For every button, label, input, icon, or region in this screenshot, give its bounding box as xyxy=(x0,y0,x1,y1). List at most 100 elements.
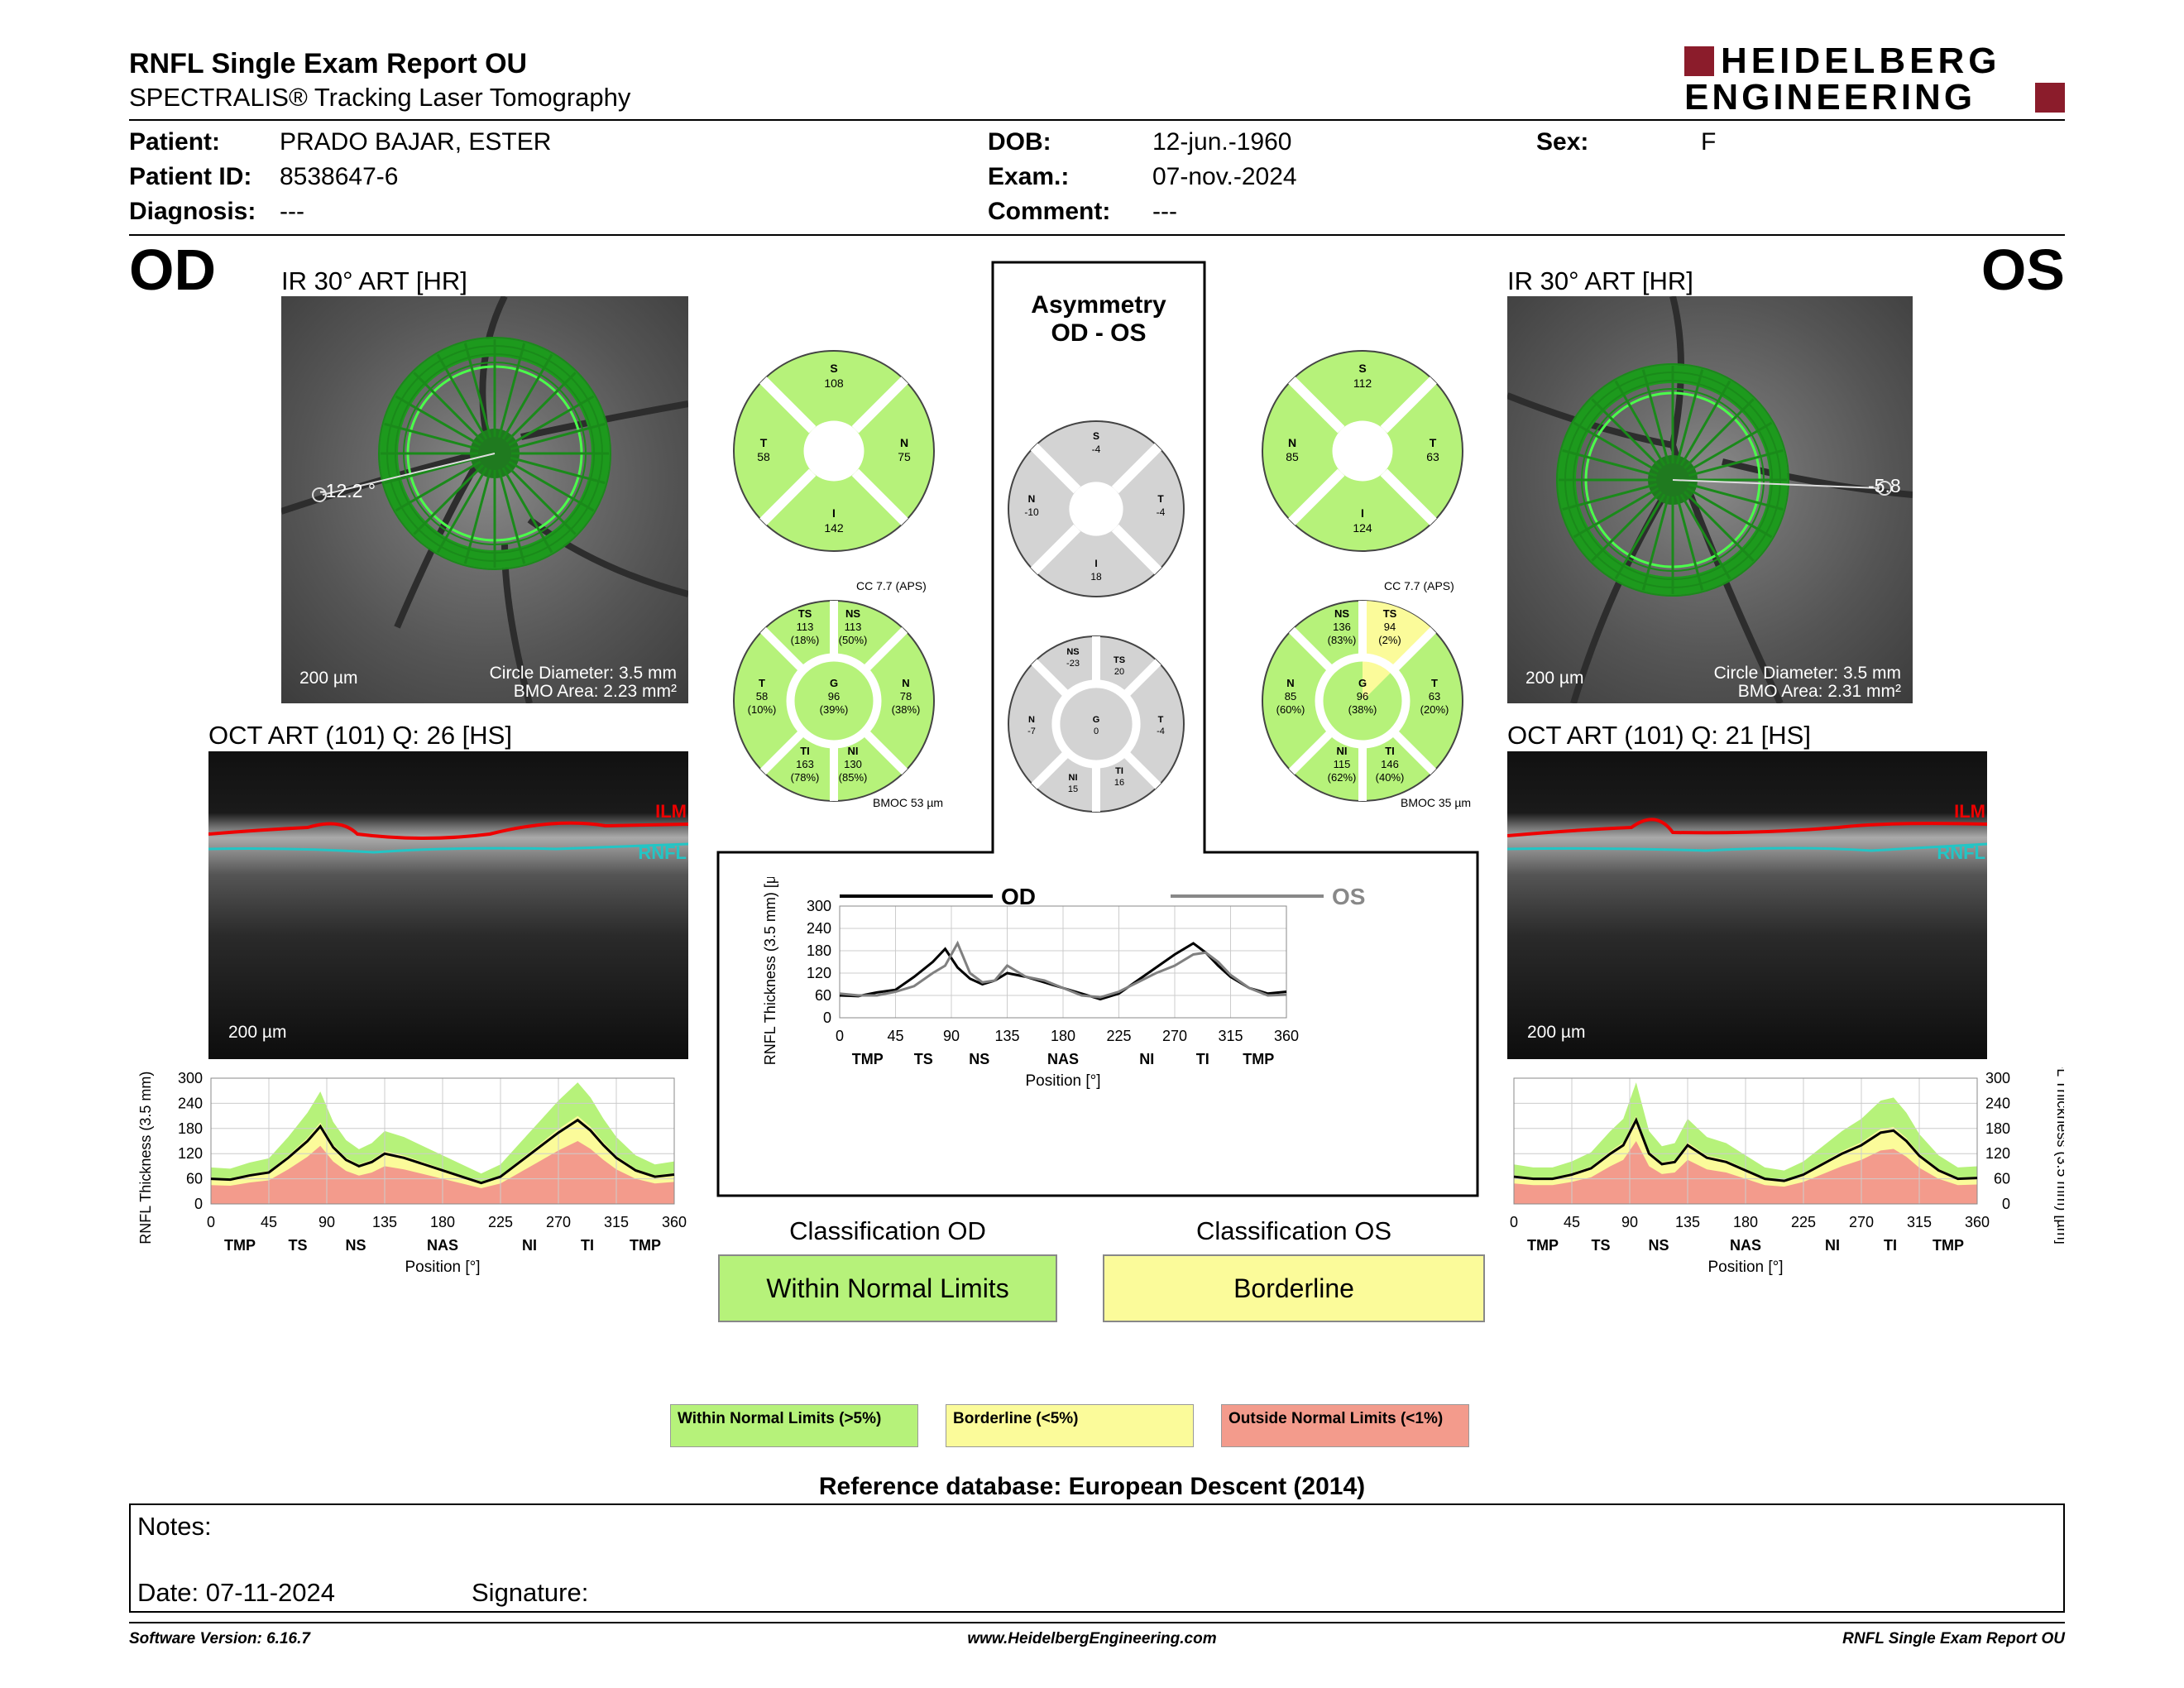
svg-text:78: 78 xyxy=(900,690,912,703)
scan-ring xyxy=(395,353,595,554)
scan-spoke xyxy=(1686,421,1773,473)
sector-label: TS xyxy=(914,1051,933,1067)
pie-divider xyxy=(1380,468,1437,525)
scan-ring xyxy=(378,337,611,570)
scan-spoke xyxy=(501,467,553,554)
pie-divider xyxy=(1031,659,1071,699)
os-bmoc: BMOC 35 µm xyxy=(1401,796,1472,809)
scan-ring xyxy=(386,345,603,562)
scan-spoke xyxy=(1641,495,1670,591)
os-angle: -5.8 xyxy=(1868,475,1901,496)
x-tick-label: 270 xyxy=(1162,1028,1187,1044)
scan-spoke xyxy=(436,467,488,554)
series-line-os xyxy=(1513,1116,1978,1182)
svg-text:(18%): (18%) xyxy=(791,634,820,646)
os-quad-s: 112 xyxy=(1353,376,1372,390)
od-bmo-area: BMO Area: 2.23 mm² xyxy=(513,682,677,701)
svg-text:(83%): (83%) xyxy=(1328,634,1357,646)
svg-text:T: T xyxy=(1158,715,1164,725)
pie-divider xyxy=(1030,524,1081,575)
scan-spoke xyxy=(413,464,484,535)
os-ir-title: IR 30° ART [HR] xyxy=(1507,266,1693,295)
pie-divider xyxy=(759,728,807,775)
svg-text:T: T xyxy=(1431,677,1438,689)
legend-within-normal: Within Normal Limits (>5%) xyxy=(670,1404,918,1447)
asym-quad-s: -4 xyxy=(1092,444,1101,455)
os-quad-n: 85 xyxy=(1286,450,1299,463)
x-tick-label: 45 xyxy=(887,1028,903,1044)
svg-text:94: 94 xyxy=(1384,621,1396,633)
svg-text:T: T xyxy=(760,436,768,449)
classification-od-value: Within Normal Limits xyxy=(718,1254,1057,1322)
scan-spoke xyxy=(1641,369,1670,465)
svg-text:(78%): (78%) xyxy=(791,771,820,784)
legend-od-label: OD xyxy=(1001,884,1036,909)
svg-text:(20%): (20%) xyxy=(1420,703,1449,716)
pie-center xyxy=(1069,482,1123,536)
patient-id-label: Patient ID: xyxy=(129,163,252,190)
os-scale: 200 µm xyxy=(1525,669,1584,688)
series-line-od xyxy=(210,1118,675,1185)
pie-divider xyxy=(1390,728,1437,775)
svg-text:96: 96 xyxy=(828,690,840,703)
scan-spoke xyxy=(1684,398,1755,469)
svg-text:(38%): (38%) xyxy=(1348,703,1377,716)
legend-borderline: Borderline (<5%) xyxy=(946,1404,1194,1447)
x-tick-label: 315 xyxy=(1907,1214,1932,1230)
scan-spoke xyxy=(463,343,492,439)
svg-text:-4: -4 xyxy=(1157,727,1165,736)
od-rnfl-label: RNFL xyxy=(638,842,687,863)
x-tick-label: 225 xyxy=(1106,1028,1131,1044)
y-tick-label: 300 xyxy=(1985,1070,2010,1086)
reference-database: Reference database: European Descent (20… xyxy=(818,1473,1366,1500)
scan-spoke xyxy=(1684,491,1755,562)
svg-text:0: 0 xyxy=(1094,727,1099,736)
x-tick-label: 45 xyxy=(261,1214,277,1230)
svg-text:NS: NS xyxy=(845,607,860,620)
os-sector-chart: NS 136 (83%) TS 94 (2%) N 85 (60%) G 96 … xyxy=(1262,600,1463,802)
sector-label: TMP xyxy=(1243,1051,1274,1067)
comment-label: Comment: xyxy=(988,198,1111,225)
scan-spoke xyxy=(1675,369,1704,465)
svg-text:-7: -7 xyxy=(1027,727,1036,736)
x-tick-label: 135 xyxy=(994,1028,1019,1044)
od-oct-scale: 200 µm xyxy=(228,1023,287,1042)
y-tick-label: 180 xyxy=(178,1120,203,1137)
svg-text:T: T xyxy=(1157,493,1164,505)
sector-label: NI xyxy=(522,1237,537,1254)
scan-spoke xyxy=(510,422,606,451)
x-tick-label: 270 xyxy=(1849,1214,1874,1230)
pie-divider xyxy=(1121,749,1161,789)
scan-spoke xyxy=(1562,448,1658,477)
svg-text:NI: NI xyxy=(1337,745,1348,757)
patient-id: 8538647-6 xyxy=(280,163,399,190)
svg-text:N: N xyxy=(1286,677,1294,689)
notes-box[interactable]: Notes: Date: 07-11-2024 Signature: xyxy=(129,1503,2065,1613)
svg-text:115: 115 xyxy=(1334,758,1351,770)
exam-label: Exam.: xyxy=(988,163,1070,190)
os-oct-scale: 200 µm xyxy=(1527,1023,1586,1042)
svg-text:96: 96 xyxy=(1357,690,1368,703)
y-tick-label: 240 xyxy=(807,920,831,937)
asym-quadrant-chart: S -4 N -10 T -4 I 18 xyxy=(1008,420,1185,597)
scan-spoke xyxy=(508,460,595,512)
sector-label: NI xyxy=(1825,1237,1840,1254)
x-tick-label: 180 xyxy=(1051,1028,1075,1044)
svg-text:TS: TS xyxy=(1383,607,1397,620)
y-tick-label: 120 xyxy=(178,1145,203,1162)
y-tick-label: 180 xyxy=(807,942,831,959)
dob: 12-jun.-1960 xyxy=(1152,128,1292,156)
scan-ring xyxy=(1581,388,1765,572)
website-link[interactable]: www.HeidelbergEngineering.com xyxy=(967,1630,1217,1647)
scan-spoke xyxy=(508,395,595,447)
x-tick-label: 360 xyxy=(1274,1028,1299,1044)
scan-ring xyxy=(403,362,587,545)
x-tick-label: 135 xyxy=(1675,1214,1700,1230)
pie-divider xyxy=(1380,376,1437,434)
patient-name: PRADO BAJAR, ESTER xyxy=(280,128,552,156)
svg-text:TI: TI xyxy=(1115,766,1123,776)
notes-label: Notes: xyxy=(137,1512,212,1541)
scan-spoke xyxy=(497,468,526,564)
pie-divider xyxy=(861,626,908,674)
